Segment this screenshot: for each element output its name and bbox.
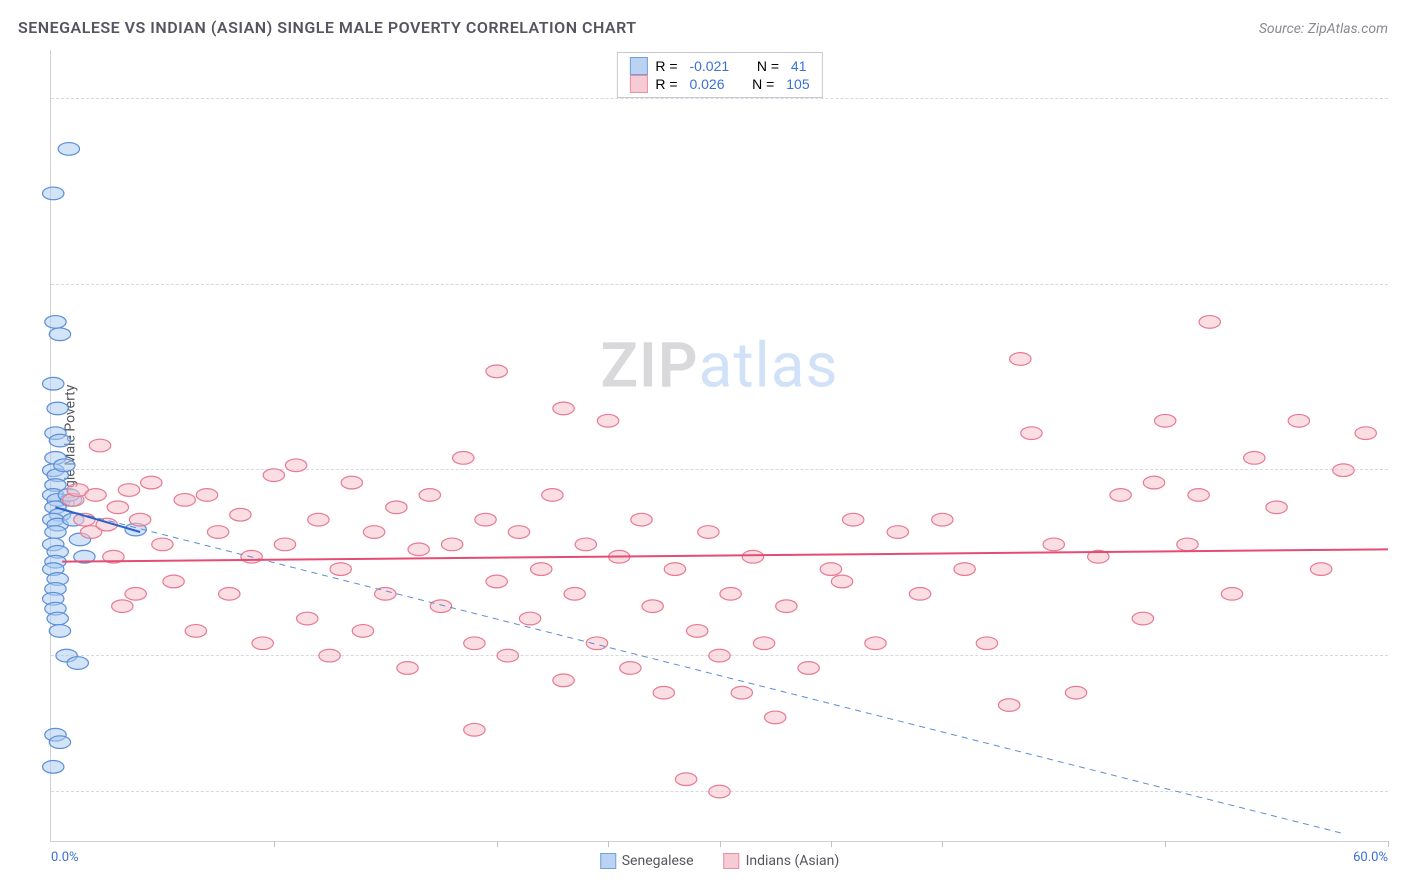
chart-container: Single Male Poverty 7.5%15.0%22.5%30.0% … [50, 50, 1388, 842]
chart-header: SENEGALESE VS INDIAN (ASIAN) SINGLE MALE… [18, 18, 1388, 37]
chart-source: Source: ZipAtlas.com [1259, 21, 1388, 37]
x-tick-min: 0.0% [51, 850, 79, 865]
swatch-senegalese-icon [629, 57, 647, 75]
y-tick-label: 15.0% [1393, 448, 1406, 463]
chart-title: SENEGALESE VS INDIAN (ASIAN) SINGLE MALE… [18, 18, 637, 37]
correlation-stats-box: R = -0.021 N = 41 R = 0.026 N = 105 [616, 52, 822, 98]
scatter-svg [51, 50, 1388, 841]
stats-r-label: R = [655, 76, 681, 92]
swatch-indians-icon [629, 75, 647, 93]
legend: Senegalese Indians (Asian) [600, 853, 840, 869]
stats-n-label: N = [757, 58, 783, 74]
y-tick-label: 30.0% [1393, 77, 1406, 92]
x-tick-max: 60.0% [1353, 850, 1388, 865]
stats-n-value: 41 [791, 58, 807, 74]
legend-item-indians: Indians (Asian) [724, 853, 840, 869]
stats-n-value: 105 [786, 76, 809, 92]
stats-row-indians: R = 0.026 N = 105 [629, 75, 809, 93]
legend-item-senegalese: Senegalese [600, 853, 694, 869]
stats-r-label: R = [655, 58, 681, 74]
stats-row-senegalese: R = -0.021 N = 41 [629, 57, 809, 75]
swatch-senegalese-icon [600, 853, 616, 869]
legend-label: Indians (Asian) [746, 853, 840, 869]
y-tick-label: 7.5% [1393, 633, 1406, 648]
stats-n-label: N = [752, 76, 778, 92]
legend-label: Senegalese [622, 853, 694, 869]
stats-r-value: 0.026 [689, 76, 724, 92]
y-tick-label: 22.5% [1393, 262, 1406, 277]
plot-area: Single Male Poverty 7.5%15.0%22.5%30.0% … [50, 50, 1388, 842]
swatch-indians-icon [724, 853, 740, 869]
stats-r-value: -0.021 [689, 58, 729, 74]
